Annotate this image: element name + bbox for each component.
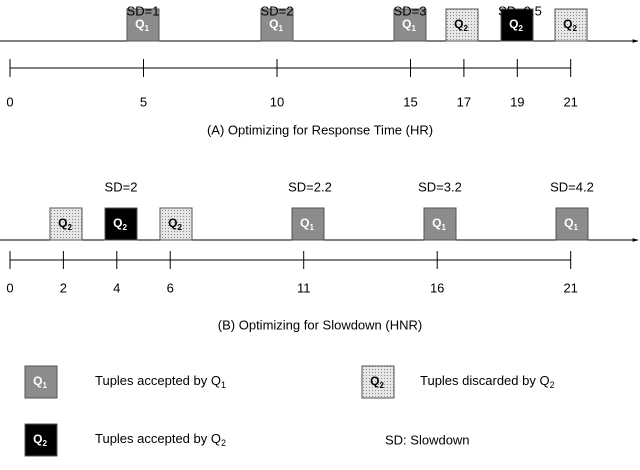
- tick-label: 19: [510, 94, 524, 109]
- box-label: Q1: [300, 216, 314, 232]
- box-sub: 1: [42, 381, 47, 390]
- box-q: Q: [564, 216, 573, 230]
- box-label: Q1: [402, 17, 416, 33]
- tick-label: 11: [297, 280, 311, 295]
- legend-main: Tuples accepted by Q: [95, 431, 221, 446]
- legend-sub: 1: [221, 380, 226, 390]
- tick-label: 15: [403, 94, 417, 109]
- tuple-box: [49, 207, 83, 241]
- box-sub: 1: [144, 24, 149, 33]
- tuple-box: [260, 8, 294, 42]
- tick-label: 17: [457, 94, 471, 109]
- box-label: Q2: [168, 216, 182, 232]
- sd-label: SD=1: [127, 3, 160, 18]
- tick-label: 0: [6, 280, 13, 295]
- tuple-box: [555, 207, 589, 241]
- tick-label: 2: [60, 280, 67, 295]
- tick-label: 21: [563, 94, 577, 109]
- box-q: Q: [300, 216, 309, 230]
- box-label: Q2: [370, 374, 384, 390]
- box-label: Q1: [135, 17, 149, 33]
- box-q: Q: [402, 17, 411, 31]
- box-sub: 2: [379, 381, 384, 390]
- box-q: Q: [432, 216, 441, 230]
- box-q: Q: [33, 432, 42, 446]
- box-q: Q: [370, 374, 379, 388]
- legend-text: Tuples accepted by Q2: [95, 431, 226, 448]
- box-sub: 1: [278, 24, 283, 33]
- box-label: Q1: [33, 374, 47, 390]
- caption: (B) Optimizing for Slowdown (HNR): [218, 317, 422, 332]
- box-sub: 1: [309, 223, 314, 232]
- tick-label: 0: [6, 94, 13, 109]
- box-q: Q: [58, 216, 67, 230]
- box-label: Q1: [564, 216, 578, 232]
- box-q: Q: [509, 17, 518, 31]
- box-sub: 2: [572, 24, 577, 33]
- box-q: Q: [563, 17, 572, 31]
- box-label: Q2: [454, 17, 468, 33]
- tick-label: 21: [563, 280, 577, 295]
- box-q: Q: [135, 17, 144, 31]
- box-label: Q2: [58, 216, 72, 232]
- box-label: Q1: [269, 17, 283, 33]
- box-label: Q2: [113, 216, 127, 232]
- sd-label: SD=3: [394, 3, 427, 18]
- box-label: Q1: [432, 216, 446, 232]
- legend-text: Tuples discarded by Q2: [420, 373, 555, 390]
- tuple-box: [24, 423, 58, 457]
- tick-label: 6: [167, 280, 174, 295]
- tick-label: 16: [430, 280, 444, 295]
- box-sub: 1: [441, 223, 446, 232]
- tuple-box: [361, 365, 395, 399]
- tuple-box: [126, 8, 160, 42]
- box-sub: 2: [463, 24, 468, 33]
- tuple-box: [24, 365, 58, 399]
- sd-label: SD=2.2: [288, 179, 332, 194]
- box-label: Q2: [509, 17, 523, 33]
- legend-sub: 2: [221, 438, 226, 448]
- tuple-box: [393, 8, 427, 42]
- sd-label: SD=2: [261, 3, 294, 18]
- tuple-box: [159, 207, 193, 241]
- box-q: Q: [269, 17, 278, 31]
- sd-label: SD=4.2: [550, 179, 594, 194]
- tuple-box: [500, 8, 534, 42]
- sd-label: SD=2: [105, 179, 138, 194]
- box-sub: 2: [518, 24, 523, 33]
- tick-label: 10: [270, 94, 284, 109]
- box-sub: 2: [67, 223, 72, 232]
- tuple-box: [104, 207, 138, 241]
- box-sub: 2: [122, 223, 127, 232]
- box-sub: 2: [42, 439, 47, 448]
- legend-text: Tuples accepted by Q1: [95, 373, 226, 390]
- box-q: Q: [454, 17, 463, 31]
- tick-label: 4: [113, 280, 120, 295]
- legend-main: Tuples discarded by Q: [420, 373, 550, 388]
- note: SD: Slowdown: [385, 432, 470, 447]
- tuple-box: [445, 8, 479, 42]
- tick-label: 5: [140, 94, 147, 109]
- box-label: Q2: [563, 17, 577, 33]
- box-sub: 2: [177, 223, 182, 232]
- legend-sub: 2: [550, 380, 555, 390]
- box-q: Q: [113, 216, 122, 230]
- box-sub: 1: [573, 223, 578, 232]
- legend-main: Tuples accepted by Q: [95, 373, 221, 388]
- box-q: Q: [168, 216, 177, 230]
- tuple-box: [423, 207, 457, 241]
- sd-label: SD=3.2: [418, 179, 462, 194]
- caption: (A) Optimizing for Response Time (HR): [207, 122, 433, 137]
- tuple-box: [291, 207, 325, 241]
- sd-label: SD=9.5: [498, 3, 542, 18]
- tuple-box: [554, 8, 588, 42]
- box-label: Q2: [33, 432, 47, 448]
- box-sub: 1: [411, 24, 416, 33]
- box-q: Q: [33, 374, 42, 388]
